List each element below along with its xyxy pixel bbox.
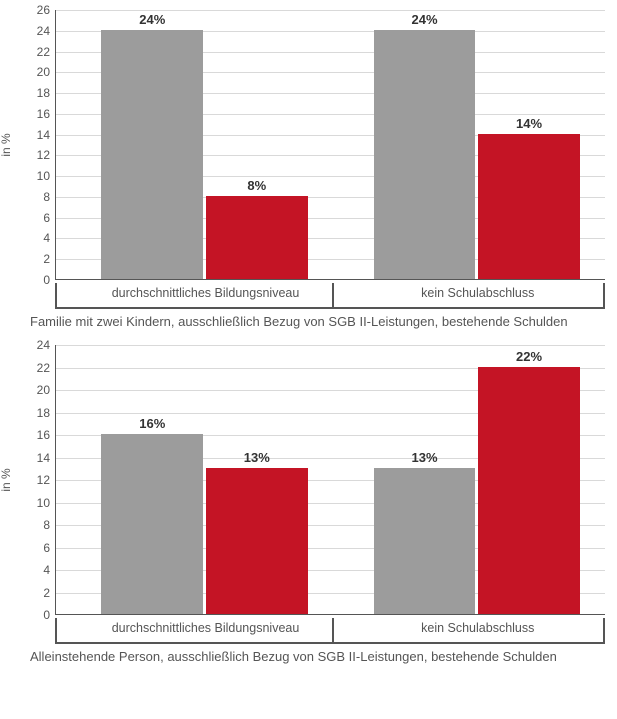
- y-tick-label: 8: [43, 518, 56, 532]
- y-tick-label: 14: [37, 451, 56, 465]
- y-tick-label: 4: [43, 563, 56, 577]
- y-tick-label: 24: [37, 24, 56, 38]
- bar: 24%: [374, 30, 476, 279]
- plot-area: 0246810121416182022242624%8%24%14%: [55, 10, 605, 280]
- plot-area: 02468101214161820222416%13%13%22%: [55, 345, 605, 615]
- gridline: [56, 345, 605, 346]
- bar-value-label: 24%: [139, 12, 165, 30]
- bar: 13%: [206, 468, 308, 614]
- y-axis-label: in %: [0, 133, 13, 156]
- bar-value-label: 22%: [516, 349, 542, 367]
- bar-value-label: 24%: [411, 12, 437, 30]
- y-tick-label: 2: [43, 586, 56, 600]
- y-tick-label: 12: [37, 473, 56, 487]
- y-tick-label: 10: [37, 169, 56, 183]
- y-tick-label: 20: [37, 383, 56, 397]
- y-tick-label: 18: [37, 406, 56, 420]
- x-axis-divider: [332, 283, 334, 307]
- x-tick-label: durchschnittliches Bildungsniveau: [112, 286, 300, 300]
- x-tick-label: durchschnittliches Bildungsniveau: [112, 621, 300, 635]
- y-tick-label: 22: [37, 45, 56, 59]
- bar: 16%: [101, 434, 203, 614]
- chart-caption: Alleinstehende Person, ausschließlich Be…: [0, 645, 617, 674]
- y-tick-label: 20: [37, 65, 56, 79]
- y-tick-label: 16: [37, 428, 56, 442]
- y-tick-label: 4: [43, 231, 56, 245]
- y-tick-label: 6: [43, 211, 56, 225]
- x-axis-bracket: durchschnittliches Bildungsniveau kein Sc…: [55, 618, 605, 644]
- bar: 22%: [478, 367, 580, 615]
- bar-value-label: 16%: [139, 416, 165, 434]
- bar-value-label: 8%: [247, 178, 266, 196]
- y-tick-label: 8: [43, 190, 56, 204]
- bar: 14%: [478, 134, 580, 279]
- y-axis-label: in %: [0, 468, 13, 491]
- y-tick-label: 6: [43, 541, 56, 555]
- x-tick-label: kein Schulabschluss: [421, 286, 534, 300]
- y-tick-label: 18: [37, 86, 56, 100]
- chart-panel-0: in % 0246810121416182022242624%8%24%14% du…: [0, 0, 617, 335]
- chart-panel-1: in % 02468101214161820222416%13%13%22% dur…: [0, 335, 617, 670]
- y-tick-label: 16: [37, 107, 56, 121]
- y-tick-label: 26: [37, 3, 56, 17]
- y-tick-label: 24: [37, 338, 56, 352]
- bar: 8%: [206, 196, 308, 279]
- y-tick-label: 14: [37, 128, 56, 142]
- bar: 24%: [101, 30, 203, 279]
- y-tick-label: 12: [37, 148, 56, 162]
- y-tick-label: 2: [43, 252, 56, 266]
- x-axis-bracket: durchschnittliches Bildungsniveau kein Sc…: [55, 283, 605, 309]
- y-tick-label: 22: [37, 361, 56, 375]
- bar: 13%: [374, 468, 476, 614]
- bar-value-label: 13%: [244, 450, 270, 468]
- bar-value-label: 13%: [411, 450, 437, 468]
- x-tick-label: kein Schulabschluss: [421, 621, 534, 635]
- x-axis-divider: [332, 618, 334, 642]
- y-tick-label: 10: [37, 496, 56, 510]
- bar-value-label: 14%: [516, 116, 542, 134]
